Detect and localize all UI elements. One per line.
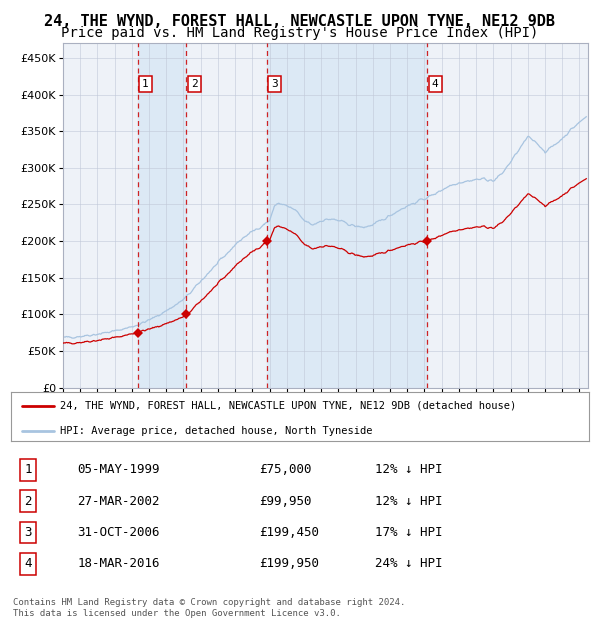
- Text: 24% ↓ HPI: 24% ↓ HPI: [375, 557, 443, 570]
- Bar: [266, 43, 427, 388]
- Text: 17% ↓ HPI: 17% ↓ HPI: [375, 526, 443, 539]
- Text: HPI: Average price, detached house, North Tyneside: HPI: Average price, detached house, Nort…: [60, 425, 373, 435]
- Text: 2: 2: [191, 79, 197, 89]
- Text: £199,950: £199,950: [260, 557, 320, 570]
- Text: 1: 1: [25, 463, 32, 476]
- Text: 2: 2: [25, 495, 32, 508]
- Text: 3: 3: [25, 526, 32, 539]
- Text: 12% ↓ HPI: 12% ↓ HPI: [375, 495, 443, 508]
- Text: 3: 3: [271, 79, 278, 89]
- Text: £75,000: £75,000: [260, 463, 312, 476]
- Text: Contains HM Land Registry data © Crown copyright and database right 2024.
This d: Contains HM Land Registry data © Crown c…: [13, 598, 406, 618]
- Text: £99,950: £99,950: [260, 495, 312, 508]
- Text: 27-MAR-2002: 27-MAR-2002: [77, 495, 160, 508]
- Text: £199,450: £199,450: [260, 526, 320, 539]
- Text: 24, THE WYND, FOREST HALL, NEWCASTLE UPON TYNE, NE12 9DB: 24, THE WYND, FOREST HALL, NEWCASTLE UPO…: [44, 14, 556, 29]
- Text: 4: 4: [431, 79, 439, 89]
- Bar: [137, 43, 187, 388]
- Text: 12% ↓ HPI: 12% ↓ HPI: [375, 463, 443, 476]
- Text: 18-MAR-2016: 18-MAR-2016: [77, 557, 160, 570]
- Text: 24, THE WYND, FOREST HALL, NEWCASTLE UPON TYNE, NE12 9DB (detached house): 24, THE WYND, FOREST HALL, NEWCASTLE UPO…: [60, 401, 516, 410]
- Text: 05-MAY-1999: 05-MAY-1999: [77, 463, 160, 476]
- Text: 4: 4: [25, 557, 32, 570]
- Text: 31-OCT-2006: 31-OCT-2006: [77, 526, 160, 539]
- Text: 1: 1: [142, 79, 149, 89]
- Text: Price paid vs. HM Land Registry's House Price Index (HPI): Price paid vs. HM Land Registry's House …: [61, 26, 539, 40]
